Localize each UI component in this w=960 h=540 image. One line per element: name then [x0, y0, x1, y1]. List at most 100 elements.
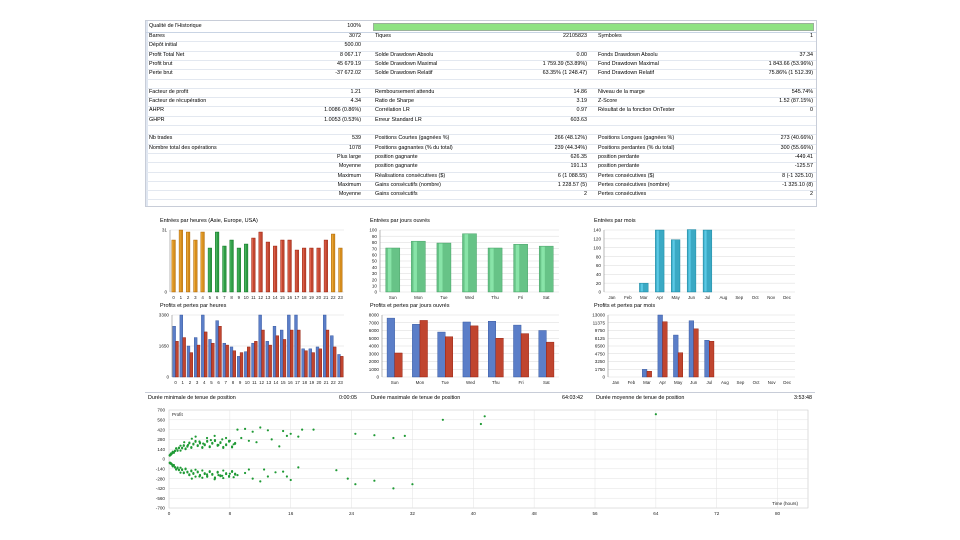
bar: [437, 331, 446, 378]
y-tick-label: 3300: [159, 313, 170, 318]
x-tick-label: Feb: [628, 380, 636, 385]
bar: [309, 247, 314, 293]
x-tick-label: 16: [288, 511, 294, 516]
y-tick-label: 420: [157, 427, 165, 432]
x-tick-label: 1: [180, 295, 183, 300]
x-tick-label: Nov: [768, 380, 777, 385]
report-cell-l3: position perdante: [598, 153, 640, 160]
bar: [655, 229, 665, 293]
scatter-point: [483, 415, 486, 418]
x-tick-label: 22: [331, 295, 336, 300]
bar: [657, 314, 663, 378]
bar-highlight: [672, 240, 675, 292]
bar: [642, 369, 648, 378]
bar: [546, 341, 555, 378]
x-tick-label: Thu: [492, 380, 500, 385]
bar: [301, 348, 305, 378]
report-cell-v3: -1 325.10 (8): [782, 181, 813, 188]
bar: [196, 344, 201, 378]
report-row: Plus large position gagnante 626.35 positio…: [146, 153, 816, 162]
report-cell-l2: Remboursement attendu: [375, 88, 435, 95]
bar: [193, 239, 198, 293]
y-tick-label: 60: [372, 253, 378, 258]
x-tick-label: Thu: [491, 295, 499, 300]
scatter-point: [201, 446, 204, 449]
x-tick-label: Nov: [767, 295, 776, 300]
scatter-point: [168, 454, 172, 457]
chart-title: Entrées par jours ouvrés: [370, 218, 430, 224]
y-tick-label: 1750: [595, 367, 606, 372]
y-tick-label: 40: [372, 265, 378, 270]
y-tick-label: -280: [156, 476, 166, 481]
bar: [315, 346, 320, 378]
y-tick-label: 5000: [369, 336, 380, 341]
report-cell-l2: Ratio de Sharpe: [375, 98, 414, 105]
report-cell-l2: Solde Drawdown Maximal: [375, 60, 438, 67]
report-cell-v2: 239 (44.34%): [554, 144, 587, 151]
report-cell-v2: 191.13: [570, 163, 588, 170]
x-tick-label: 3: [196, 380, 199, 385]
x-tick-label: 15: [280, 295, 285, 300]
row-separator: [146, 87, 816, 89]
bar: [316, 247, 321, 293]
scatter-point: [217, 474, 220, 477]
bar-highlight: [179, 230, 181, 292]
scatter-point: [188, 442, 191, 445]
bar-highlight: [656, 230, 659, 292]
scatter-point: [190, 437, 193, 440]
scatter-point: [211, 472, 214, 476]
bar: [330, 335, 334, 378]
y-tick-label: 6000: [369, 328, 380, 333]
y-tick-label: 6500: [595, 344, 606, 349]
quality-value: 100%: [347, 23, 361, 29]
x-tick-label: Mar: [640, 295, 648, 300]
x-tick-label: Tue: [442, 380, 450, 385]
x-tick-label: 22: [331, 380, 336, 385]
scatter-point: [222, 469, 225, 472]
report-row: GHPR 1.0053 (0.53%) Erreur Standard LR 603.…: [146, 116, 816, 125]
scatter-point: [224, 436, 228, 440]
bar: [470, 325, 479, 378]
scatter-point: [227, 474, 231, 478]
scatter-point: [181, 447, 184, 450]
report-cell-l1: Profit Total Net: [149, 51, 185, 58]
report-cell-l3: Fonds Drawdown Absolu: [598, 51, 658, 58]
bar: [261, 329, 265, 378]
bar: [215, 231, 220, 293]
y-tick-label: 0: [162, 457, 165, 462]
bar: [178, 229, 183, 293]
report-cell-l1: AHPR: [149, 107, 164, 114]
report-cell-v2: 0.97: [576, 107, 588, 114]
scatter-point: [251, 477, 254, 480]
x-tick-label: 23: [338, 380, 343, 385]
bar-highlight: [194, 240, 196, 292]
scatter-point: [186, 443, 190, 447]
scatter-point: [184, 448, 187, 451]
x-tick-label: 2: [187, 295, 190, 300]
scatter-point: [255, 441, 258, 444]
max-duration-value: 64:03:42: [562, 395, 583, 401]
bar: [182, 337, 186, 378]
x-tick-label: Jun: [690, 380, 698, 385]
bar: [290, 329, 294, 378]
chart-title: Profits et pertes par mois: [594, 303, 656, 309]
scatter-point: [234, 472, 237, 475]
bar: [538, 330, 547, 378]
scatter-point: [285, 434, 289, 437]
report-cell-l1: Nombre total des opérations: [149, 144, 217, 151]
y-tick-label: 31: [162, 228, 168, 233]
scatter-point: [312, 428, 315, 431]
bar-highlight: [273, 246, 275, 292]
scatter-point: [181, 468, 184, 471]
scatter-point: [266, 429, 269, 432]
x-tick-label: Sep: [737, 380, 745, 385]
scatter-point: [297, 435, 300, 438]
report-cell-v3: 2: [810, 191, 813, 198]
y-tick-label: -420: [156, 486, 166, 491]
avg-duration-label: Durée moyenne de tenue de position: [596, 395, 685, 401]
x-tick-label: Fri: [518, 295, 523, 300]
bar-highlight: [252, 238, 254, 292]
bar: [229, 239, 234, 293]
report-cell-l2: Corrélation LR: [375, 107, 410, 114]
